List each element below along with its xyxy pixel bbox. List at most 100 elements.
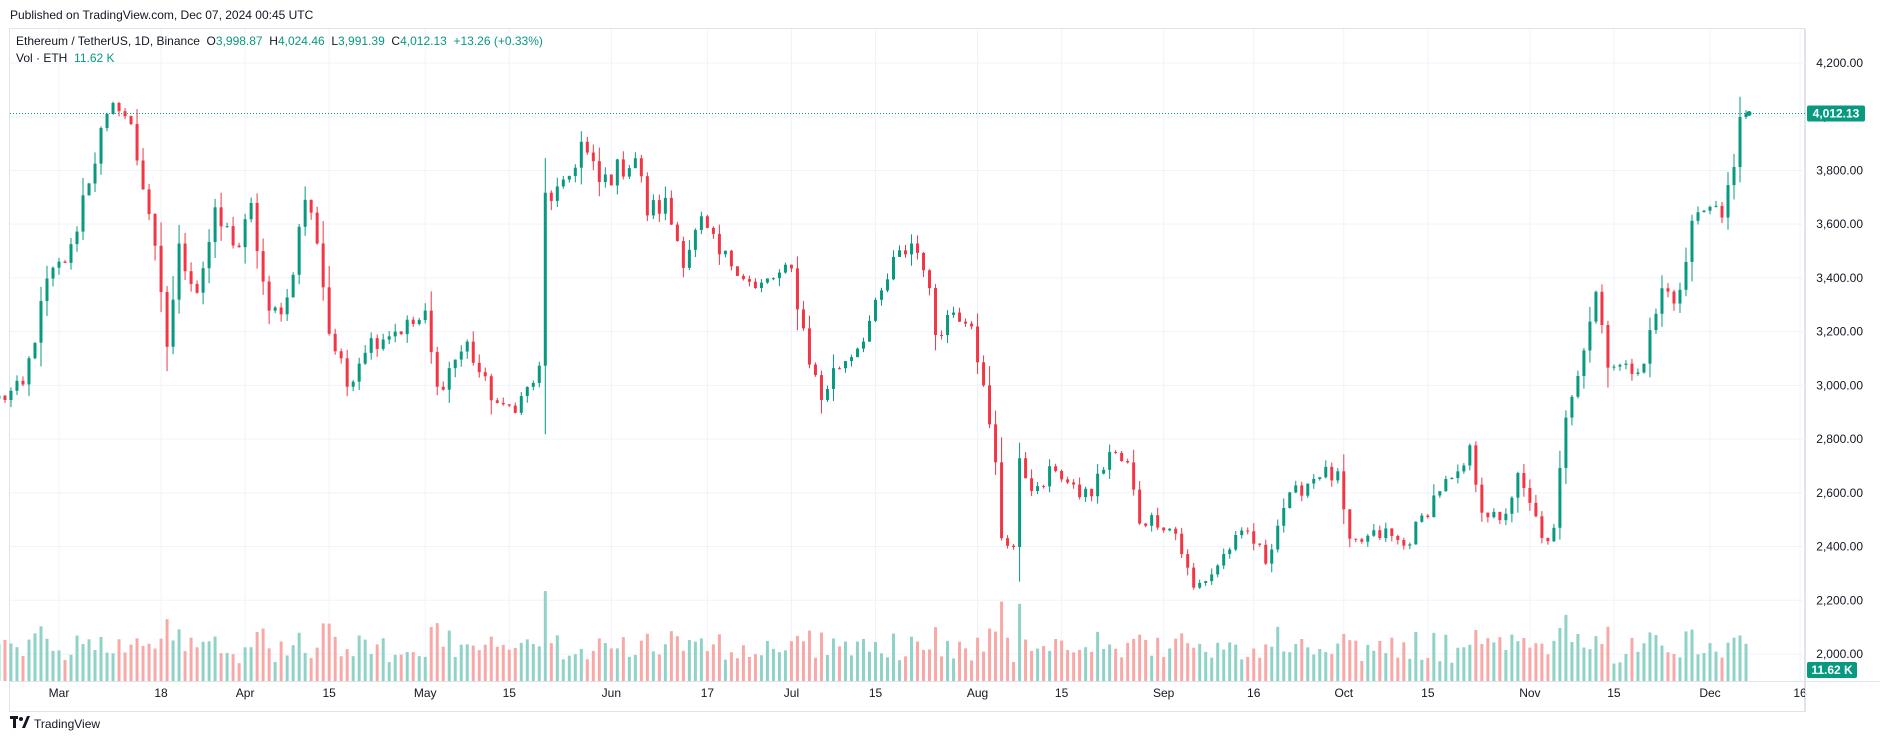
legend-high-value: 4,024.46 [277,34,325,48]
time-axis-label: 15 [869,686,883,700]
volume-bar [1438,661,1442,681]
candle-body [267,281,271,311]
volume-bar [741,645,745,681]
volume-bar [946,640,950,681]
candle-body [1684,261,1688,290]
volume-bar [819,632,823,681]
tradingview-footer[interactable]: TradingView [10,716,100,731]
volume-bar [1630,637,1634,681]
candle-body [93,163,97,184]
candle-body [1528,488,1532,503]
candle-body [1726,185,1730,218]
candle-body [1516,473,1520,498]
volume-bar [405,651,409,681]
volume-bar [495,646,499,681]
candle-body [735,266,739,276]
candle-body [561,179,565,187]
volume-bar [291,645,295,681]
candle-body [1720,205,1724,218]
volume-bar [1306,647,1310,681]
time-axis-label: 15 [322,686,336,700]
candle-body [243,219,247,248]
candle-body [970,323,974,327]
volume-bar [255,631,259,681]
candle-body [225,226,229,228]
volume-bar [1108,644,1112,681]
candle-body [1660,288,1664,314]
candle-body [543,192,547,366]
volume-bar [135,638,139,681]
volume-bar [525,639,529,681]
volume-bar [297,632,301,681]
candle-body [1156,515,1160,528]
volume-bar [1312,654,1316,681]
candle-body [81,195,85,232]
candle-body [1456,471,1460,479]
volume-bar [1030,650,1034,681]
volume-bar [531,643,535,681]
candle-body [1378,530,1382,539]
volume-bar [934,627,938,681]
candle-body [1192,567,1196,588]
volume-bar [477,650,481,681]
volume-bar [1714,651,1718,681]
volume-bar [1204,651,1208,681]
volume-bar [1510,634,1514,681]
candle-body [1666,288,1670,292]
candle-body [1618,364,1622,367]
candle-body [435,352,439,387]
volume-bar [363,639,367,681]
volume-bar [351,656,355,681]
chart-frame[interactable] [9,28,1805,712]
candle-body [255,202,259,252]
candle-body [723,250,727,255]
legend-volume-label[interactable]: Vol · ETH [16,51,68,65]
volume-bar [1324,652,1328,681]
time-axis-label: May [414,686,437,700]
candle-body [1312,478,1316,484]
legend-open-value: 3,998.87 [215,34,263,48]
volume-bar [69,654,73,681]
volume-bar [645,633,649,681]
volume-bar [1744,643,1748,681]
volume-bar [273,661,277,681]
volume-bar [693,641,697,681]
volume-bar [1426,658,1430,681]
candle-body [1042,486,1046,488]
candle-body [1678,289,1682,304]
candle-body [765,278,769,283]
volume-bar [1192,647,1196,681]
candle-body [231,226,235,246]
volume-bar [1186,643,1190,681]
candle-body [501,402,505,405]
candle-body [669,197,673,225]
volume-bar [976,637,980,681]
volume-bar [1696,654,1700,681]
candle-body [591,152,595,162]
volume-bar [501,644,505,681]
candle-body [1540,516,1544,539]
time-axis-label: Sep [1153,686,1175,700]
candle-body [1288,492,1292,508]
candle-body [843,361,847,369]
candle-body [1498,511,1502,521]
volume-bar [321,623,325,681]
legend-symbol[interactable]: Ethereum / TetherUS, 1D, Binance [16,34,200,48]
volume-bar [567,655,571,681]
volume-bar [1234,644,1238,681]
candle-body [387,336,391,340]
candle-body [345,358,349,387]
volume-bar [1666,652,1670,681]
candle-body [165,292,169,347]
candle-body [1096,473,1100,497]
candle-body [1108,452,1112,470]
candle-body [855,348,859,358]
candle-body [892,256,896,280]
candle-body [789,264,793,269]
candle-body [849,357,853,362]
candle-body [1024,458,1028,479]
candle-body [1240,530,1244,536]
volume-bar [381,638,385,681]
candle-body [1006,538,1010,546]
